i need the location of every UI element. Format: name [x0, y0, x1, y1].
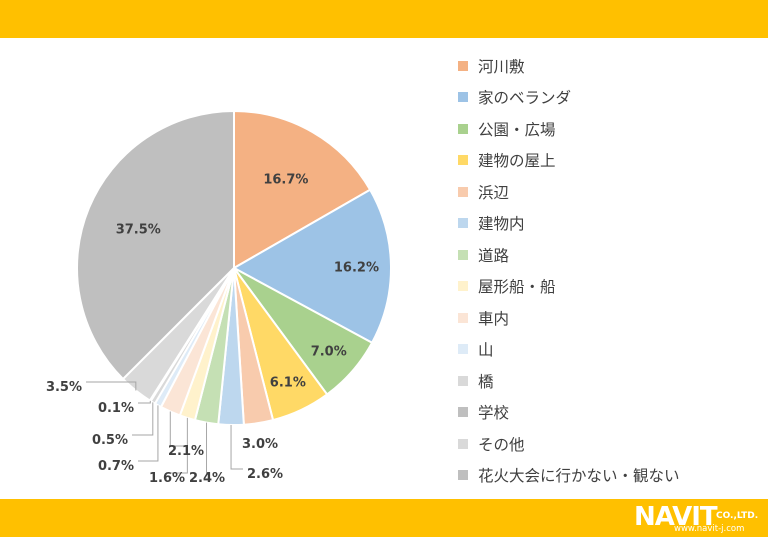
pie-slices	[76, 109, 392, 426]
legend-item-建物の屋上: 建物の屋上	[458, 145, 680, 177]
logo-suffix: CO.,LTD.	[716, 511, 759, 521]
legend-label: 車内	[478, 309, 510, 328]
legend-swatch	[458, 438, 468, 449]
legend-item-車内: 車内	[458, 302, 680, 334]
legend-swatch	[458, 123, 468, 134]
pie-slice-花火大会に行かない・観ない	[76, 109, 235, 381]
legend-item-建物内: 建物内	[458, 208, 680, 240]
data-label-建物内: 2.6%	[247, 467, 283, 482]
data-label-道路: 2.4%	[189, 471, 225, 486]
legend-item-屋形船・船: 屋形船・船	[458, 271, 680, 303]
data-labels: 16.7% 16.2% 7.0% 6.1% 3.0% 2.6% 2.4% 1.6% 2.1% 0.…	[46, 172, 379, 486]
data-label-屋形船・船: 1.6%	[149, 471, 185, 486]
data-label-建物の屋上: 6.1%	[270, 375, 306, 390]
legend-swatch	[458, 281, 468, 292]
leader-line-橋	[132, 402, 154, 436]
legend-swatch	[458, 249, 468, 260]
legend-swatch	[458, 470, 468, 481]
leader-line-学校	[138, 400, 151, 404]
legend-swatch	[458, 312, 468, 323]
legend-label: 橋	[478, 372, 494, 391]
legend-swatch	[458, 186, 468, 197]
legend-label: 道路	[478, 246, 510, 265]
legend-label: 建物内	[478, 215, 525, 234]
leader-lines	[86, 381, 243, 474]
chart-legend: 河川敷家のベランダ 公園・広場建物の屋上浜辺建物内道路屋形船・船車内山橋学校その他…	[458, 50, 680, 491]
data-label-山: 0.7%	[98, 459, 134, 474]
pie-slice-河川敷	[233, 109, 372, 270]
legend-swatch	[458, 375, 468, 386]
pie-slice-家のベランダ	[231, 188, 392, 345]
legend-label: 花火大会に行かない・観ない	[478, 467, 680, 486]
legend-item-その他: その他	[458, 428, 680, 460]
legend-item-道路: 道路	[458, 239, 680, 271]
logo-brand: NAVIT	[634, 502, 718, 532]
legend-swatch	[458, 92, 468, 103]
legend-swatch	[458, 344, 468, 355]
data-label-浜辺: 3.0%	[242, 437, 278, 452]
bottom-banner	[0, 499, 768, 537]
legend-item-山: 山	[458, 334, 680, 366]
legend-item-橋: 橋	[458, 365, 680, 397]
leader-line-車内	[169, 411, 186, 447]
legend-item-家のベランダ: 家のベランダ	[458, 82, 680, 114]
top-banner	[0, 0, 768, 38]
legend-label: その他	[478, 435, 525, 454]
legend-swatch	[458, 218, 468, 229]
pie-chart: 16.7% 16.2% 7.0% 6.1% 3.0% 2.6% 2.4% 1.6% 2.1% 0.…	[46, 109, 392, 486]
data-label-公園・広場: 7.0%	[311, 344, 347, 359]
legend-label: 建物の屋上	[478, 152, 556, 171]
legend-label: 家のベランダ	[478, 89, 572, 108]
legend-item-学校: 学校	[458, 397, 680, 429]
data-label-車内: 2.1%	[168, 444, 204, 459]
data-label-花火大会に行かない・観ない: 37.5%	[116, 222, 161, 237]
data-label-家のベランダ: 16.2%	[334, 260, 379, 275]
legend-item-河川敷: 河川敷	[458, 50, 680, 82]
leader-line-屋形船・船	[167, 417, 188, 474]
legend-item-浜辺: 浜辺	[458, 176, 680, 208]
legend-swatch	[458, 155, 468, 166]
data-label-その他: 3.5%	[46, 380, 82, 395]
logo-url: www.navit-j.com	[674, 524, 745, 534]
data-label-学校: 0.1%	[98, 401, 134, 416]
legend-swatch	[458, 60, 468, 71]
navit-logo: NAVIT CO.,LTD. www.navit-j.com	[634, 502, 762, 534]
legend-label: 公園・広場	[478, 120, 556, 139]
legend-swatch	[458, 407, 468, 418]
leader-line-建物内	[230, 424, 243, 470]
legend-item-公園・広場: 公園・広場	[458, 113, 680, 145]
legend-label: 学校	[478, 404, 510, 423]
legend-label: 屋形船・船	[478, 278, 556, 297]
leader-line-その他	[86, 381, 137, 391]
legend-label: 山	[478, 341, 494, 360]
data-label-橋: 0.5%	[92, 433, 128, 448]
legend-item-花火大会に行かない・観ない: 花火大会に行かない・観ない	[458, 460, 680, 492]
legend-label: 浜辺	[478, 183, 510, 202]
legend-label: 河川敷	[478, 57, 525, 76]
leader-line-山	[138, 405, 159, 462]
data-label-河川敷: 16.7%	[263, 172, 308, 187]
